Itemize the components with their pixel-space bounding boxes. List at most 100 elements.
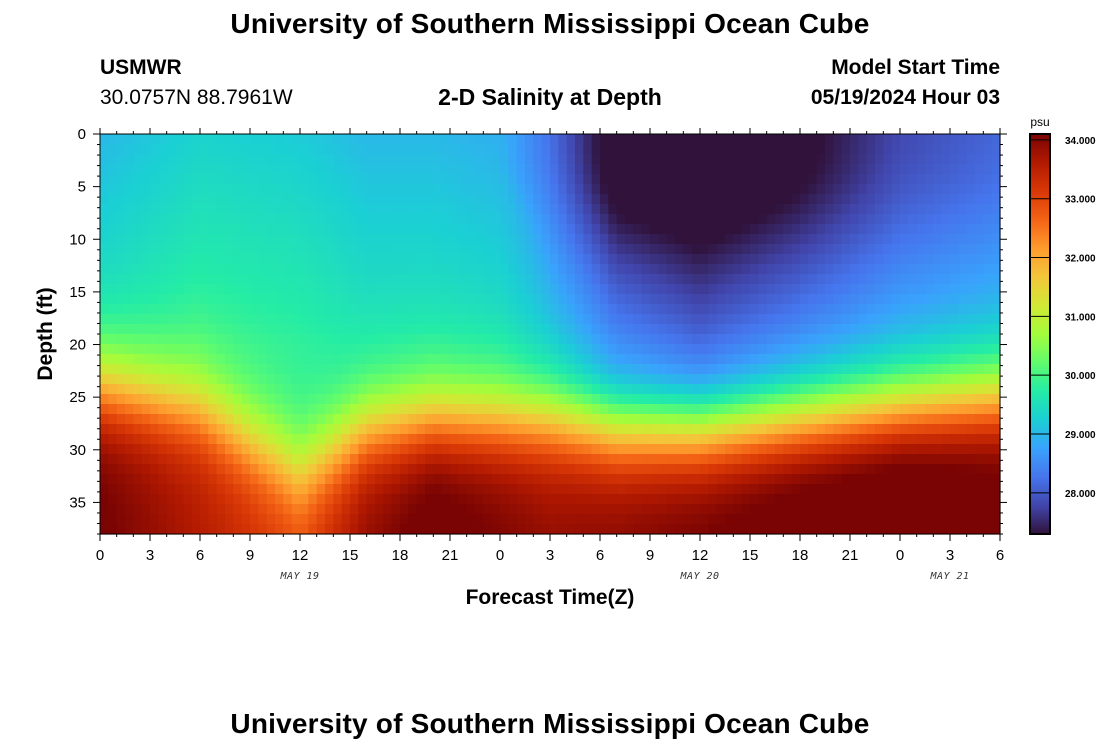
heatmap-cell xyxy=(325,214,334,225)
heatmap-cell xyxy=(941,184,951,195)
heatmap-cell xyxy=(883,464,893,475)
heatmap-cell xyxy=(791,344,801,355)
heatmap-cell xyxy=(233,424,243,435)
heatmap-cell xyxy=(783,324,793,335)
heatmap-cell xyxy=(333,254,343,265)
heatmap-cell xyxy=(583,474,593,485)
heatmap-cell xyxy=(341,524,351,535)
heatmap-cell xyxy=(425,214,434,225)
heatmap-cell xyxy=(608,234,618,245)
heatmap-cell xyxy=(683,174,693,185)
heatmap-cell xyxy=(133,214,143,225)
heatmap-cell xyxy=(750,514,759,525)
heatmap-cell xyxy=(816,234,826,245)
heatmap-cell xyxy=(691,154,701,165)
heatmap-cell xyxy=(675,294,684,305)
heatmap-cell xyxy=(800,224,809,235)
heatmap-cell xyxy=(300,224,309,235)
heatmap-cell xyxy=(758,144,768,155)
heatmap-cell xyxy=(358,254,368,265)
heatmap-cell xyxy=(958,364,968,375)
heatmap-cell xyxy=(333,334,343,345)
heatmap-cell xyxy=(566,324,576,335)
heatmap-cell xyxy=(525,154,534,165)
heatmap-cell xyxy=(833,374,843,385)
heatmap-cell xyxy=(575,494,584,505)
heatmap-cell xyxy=(500,494,509,505)
heatmap-cell xyxy=(216,314,226,325)
heatmap-cell xyxy=(675,364,684,375)
heatmap-cell xyxy=(375,454,384,465)
heatmap-cell xyxy=(150,164,159,175)
heatmap-cell xyxy=(941,454,951,465)
heatmap-cell xyxy=(150,464,159,475)
heatmap-cell xyxy=(483,194,493,205)
heatmap-cell xyxy=(825,504,834,515)
heatmap-cell xyxy=(241,314,251,325)
heatmap-cell xyxy=(141,464,151,475)
heatmap-cell xyxy=(383,434,393,445)
heatmap-cell xyxy=(450,334,459,345)
heatmap-cell xyxy=(308,524,318,535)
heatmap-cell xyxy=(758,444,768,455)
heatmap-cell xyxy=(358,234,368,245)
heatmap-cell xyxy=(416,324,426,335)
heatmap-cell xyxy=(925,344,934,355)
heatmap-cell xyxy=(533,264,543,275)
heatmap-cell xyxy=(666,204,676,215)
heatmap-cell xyxy=(891,204,901,215)
heatmap-cell xyxy=(500,184,509,195)
heatmap-cell xyxy=(683,244,693,255)
heatmap-cell xyxy=(400,244,409,255)
heatmap-cell xyxy=(841,134,851,145)
heatmap-cell xyxy=(516,214,526,225)
heatmap-cell xyxy=(466,334,476,345)
heatmap-cell xyxy=(766,394,776,405)
heatmap-cell xyxy=(875,434,884,445)
y-tick-label: 25 xyxy=(69,389,86,406)
heatmap-cell xyxy=(841,234,851,245)
heatmap-cell xyxy=(500,274,509,285)
heatmap-cell xyxy=(141,344,151,355)
heatmap-cell xyxy=(858,444,868,455)
heatmap-cell xyxy=(908,494,918,505)
heatmap-cell xyxy=(400,154,409,165)
heatmap-cell xyxy=(491,514,501,525)
heatmap-cell xyxy=(525,524,534,535)
heatmap-cell xyxy=(708,314,718,325)
heatmap-cell xyxy=(300,514,309,525)
heatmap-cell xyxy=(658,134,668,145)
heatmap-cell xyxy=(366,494,376,505)
heatmap-cell xyxy=(558,474,568,485)
heatmap-cell xyxy=(550,354,559,365)
heatmap-cell xyxy=(808,364,818,375)
heatmap-cell xyxy=(383,504,393,515)
heatmap-cell xyxy=(625,254,634,265)
heatmap-cell xyxy=(916,394,926,405)
heatmap-cell xyxy=(833,454,843,465)
heatmap-cell xyxy=(325,204,334,215)
heatmap-cell xyxy=(116,394,126,405)
heatmap-cell xyxy=(150,254,159,265)
heatmap-cell xyxy=(666,344,676,355)
heatmap-cell xyxy=(200,214,209,225)
heatmap-cell xyxy=(933,394,943,405)
heatmap-cell xyxy=(208,344,218,355)
heatmap-cell xyxy=(108,494,118,505)
heatmap-cell xyxy=(483,374,493,385)
heatmap-cell xyxy=(875,144,884,155)
heatmap-cell xyxy=(491,164,501,175)
heatmap-cell xyxy=(175,144,184,155)
heatmap-cell xyxy=(158,464,168,475)
heatmap-cell xyxy=(491,244,501,255)
heatmap-cell xyxy=(183,304,193,315)
heatmap-cell xyxy=(975,474,984,485)
heatmap-cell xyxy=(233,154,243,165)
heatmap-cell xyxy=(816,204,826,215)
heatmap-cell xyxy=(608,194,618,205)
heatmap-cell xyxy=(775,184,784,195)
heatmap-cell xyxy=(791,154,801,165)
heatmap-cell xyxy=(133,504,143,515)
heatmap-cell xyxy=(116,504,126,515)
heatmap-cell xyxy=(458,304,468,315)
